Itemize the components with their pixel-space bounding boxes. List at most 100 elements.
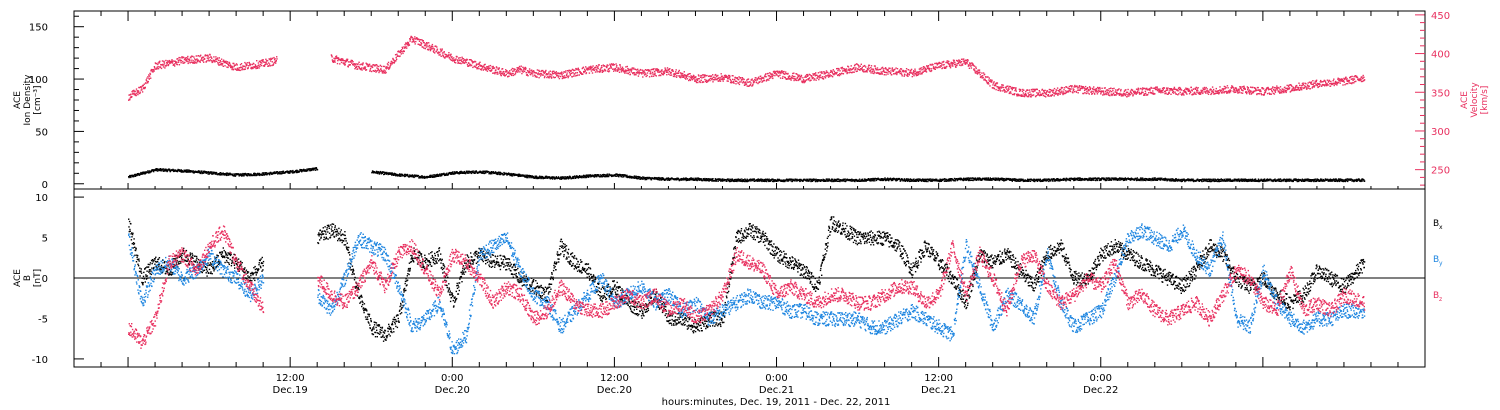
data-point <box>458 173 461 175</box>
data-point <box>227 172 229 175</box>
data-point <box>608 175 610 178</box>
data-point <box>309 169 312 172</box>
data-point <box>976 178 978 181</box>
data-point <box>1127 177 1129 179</box>
data-point <box>978 179 980 181</box>
data-point <box>620 176 623 178</box>
data-point <box>663 72 666 75</box>
data-point <box>660 71 662 73</box>
data-point <box>1113 177 1115 179</box>
data-point <box>475 63 478 65</box>
data-point <box>165 168 167 171</box>
data-point <box>281 173 283 175</box>
data-point <box>372 170 374 173</box>
data-point <box>194 62 196 64</box>
data-point <box>509 173 511 175</box>
data-point <box>135 173 137 176</box>
data-point <box>532 75 534 77</box>
data-point <box>282 172 284 174</box>
data-point <box>491 173 493 175</box>
data-point <box>212 61 214 63</box>
data-point <box>387 64 389 66</box>
data-point <box>652 73 654 75</box>
data-point <box>574 176 576 178</box>
data-point <box>1015 178 1017 180</box>
data-point <box>377 70 379 72</box>
data-point <box>349 64 351 66</box>
data-point <box>1073 177 1076 179</box>
data-point <box>906 180 909 182</box>
data-point <box>467 172 469 174</box>
data-point <box>219 172 221 174</box>
data-point <box>434 175 436 177</box>
data-point <box>340 61 343 64</box>
data-point <box>212 171 214 174</box>
data-point <box>421 177 424 179</box>
data-point <box>525 67 527 69</box>
data-point <box>1100 178 1103 181</box>
data-point <box>527 75 529 77</box>
data-point <box>292 169 294 172</box>
data-point <box>398 175 400 177</box>
data-point <box>871 178 873 180</box>
data-point <box>503 173 505 176</box>
data-point <box>399 175 401 177</box>
data-point <box>495 69 497 71</box>
data-point <box>764 180 766 183</box>
data-point <box>1210 178 1212 181</box>
data-point <box>163 63 166 65</box>
data-point <box>406 47 408 49</box>
data-point <box>195 55 197 57</box>
data-point <box>538 77 540 79</box>
data-point <box>489 67 491 70</box>
data-point <box>375 172 377 174</box>
data-point <box>1076 178 1079 181</box>
data-point <box>787 179 789 181</box>
data-point <box>1099 179 1102 181</box>
left-tick-label: 150 <box>29 23 48 34</box>
data-point <box>759 178 761 180</box>
data-point <box>631 67 633 69</box>
data-point <box>357 68 359 70</box>
data-point <box>864 180 866 182</box>
data-point <box>157 63 159 66</box>
data-point <box>828 179 831 181</box>
data-point <box>762 179 764 181</box>
data-point <box>134 173 136 176</box>
data-point <box>956 178 958 180</box>
data-point <box>245 174 248 177</box>
data-point <box>517 70 520 72</box>
data-point <box>655 178 657 180</box>
data-point <box>305 170 307 172</box>
data-point <box>966 179 968 181</box>
data-point <box>776 180 778 182</box>
data-point <box>525 174 527 176</box>
data-point <box>1090 178 1092 181</box>
data-point <box>296 170 299 172</box>
data-point <box>714 179 716 182</box>
data-point <box>213 173 215 175</box>
data-point <box>1173 179 1175 181</box>
data-point <box>233 173 235 175</box>
data-point <box>1017 179 1020 181</box>
data-point <box>315 167 318 169</box>
data-point <box>1246 180 1249 183</box>
data-point <box>455 58 457 60</box>
data-point <box>384 70 387 72</box>
data-point <box>544 176 546 178</box>
data-point <box>496 67 498 69</box>
data-point <box>429 45 431 47</box>
data-point <box>378 65 380 68</box>
data-point <box>202 56 205 58</box>
data-point <box>443 172 445 175</box>
data-point <box>755 179 758 181</box>
data-point <box>823 180 825 182</box>
data-point <box>1059 178 1062 180</box>
data-point <box>180 169 182 171</box>
data-point <box>441 174 443 177</box>
data-point <box>154 66 156 69</box>
data-point <box>174 65 176 67</box>
data-point <box>1292 180 1294 183</box>
data-point <box>508 172 510 174</box>
data-point <box>507 172 509 175</box>
